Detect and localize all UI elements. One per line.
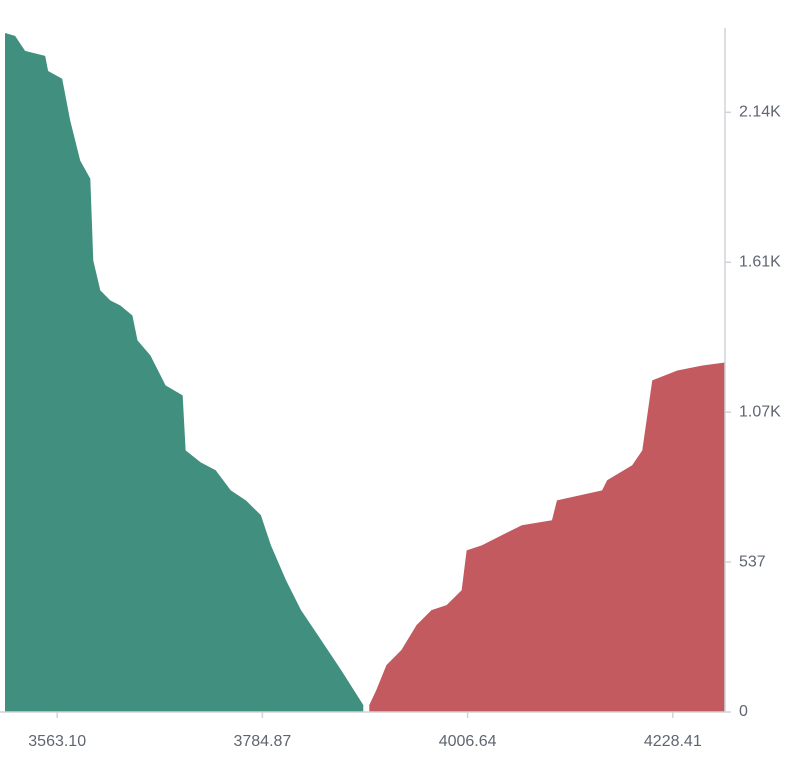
y-tick-label: 537: [739, 553, 766, 570]
x-tick-label: 4006.64: [439, 733, 497, 750]
y-tick-label: 1.07K: [739, 403, 781, 420]
x-tick-label: 4228.41: [644, 733, 702, 750]
y-tick-label: 1.61K: [739, 253, 781, 270]
y-tick-label: 0: [739, 703, 748, 720]
depth-area: [369, 362, 725, 712]
y-tick-label: 2.14K: [739, 104, 781, 121]
x-tick-label: 3563.10: [28, 733, 86, 750]
depth-area: [5, 33, 364, 712]
x-tick-label: 3784.87: [233, 733, 291, 750]
